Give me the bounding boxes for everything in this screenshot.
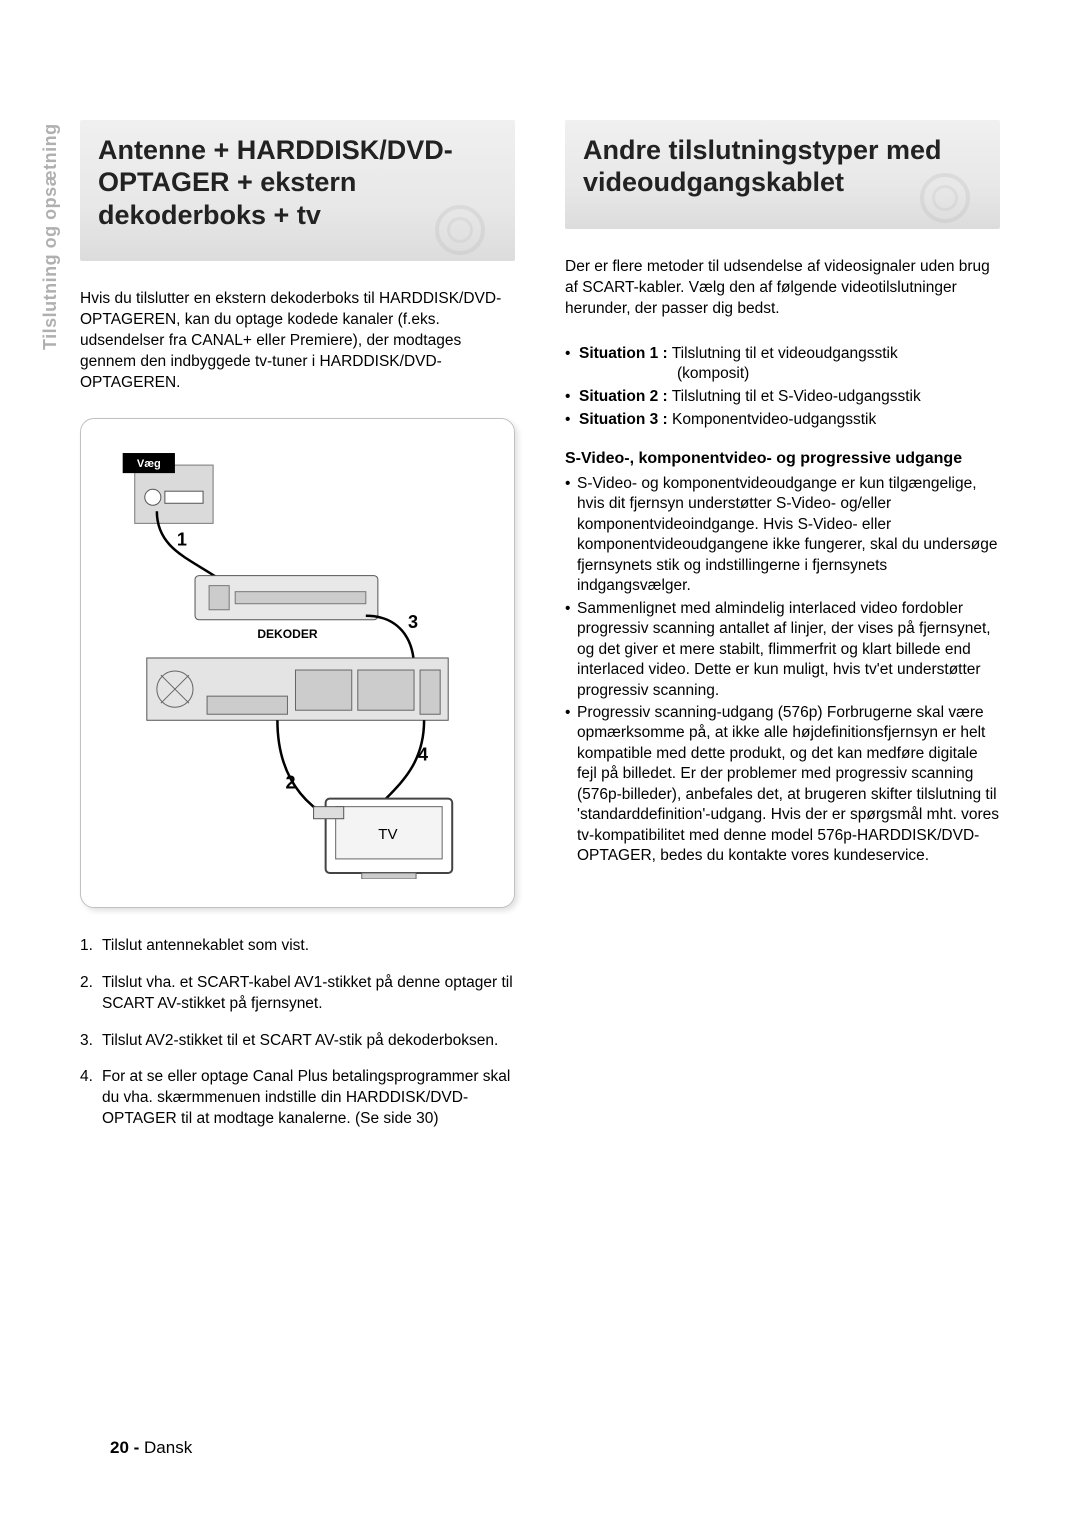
diagram-callout-4: 4: [418, 744, 428, 764]
decorative-circle-icon: [435, 205, 485, 255]
left-column: Antenne + HARDDISK/DVD-OPTAGER + ekstern…: [80, 120, 515, 1146]
left-intro: Hvis du tilslutter en ekstern dekoderbok…: [80, 289, 515, 394]
situation-3: Situation 3 : Komponentvideo-udgangsstik: [565, 410, 1000, 431]
situation-2-label: Situation 2 :: [579, 388, 668, 405]
situation-1-label: Situation 1 :: [579, 345, 668, 362]
steps-list: 1.Tilslut antennekablet som vist. 2.Tils…: [80, 936, 515, 1130]
bullets-list: S-Video- og komponentvideoudgange er kun…: [565, 474, 1000, 867]
bullet-2: Sammenlignet med almindelig interlaced v…: [565, 599, 1000, 701]
diagram-svg: Væg 1 DEKODER 3: [103, 447, 492, 879]
diagram-callout-2: 2: [285, 772, 295, 792]
right-title: Andre tilslutningstyper med videoudgangs…: [565, 120, 1000, 229]
step-1-text: Tilslut antennekablet som vist.: [102, 937, 309, 954]
decorative-circle-icon: [920, 173, 970, 223]
diagram-callout-1: 1: [177, 529, 187, 549]
content-columns: Antenne + HARDDISK/DVD-OPTAGER + ekstern…: [80, 120, 1000, 1146]
step-3: 3.Tilslut AV2-stikket til et SCART AV-st…: [80, 1031, 515, 1052]
sub-heading: S-Video-, komponentvideo- og progressive…: [565, 449, 1000, 470]
diagram-callout-3: 3: [408, 612, 418, 632]
situation-1: Situation 1 : Tilslutning til et videoud…: [565, 344, 1000, 386]
bullet-1: S-Video- og komponentvideoudgange er kun…: [565, 474, 1000, 597]
step-2-text: Tilslut vha. et SCART-kabel AV1-stikket …: [102, 974, 513, 1012]
bullet-3: Progressiv scanning-udgang (576p) Forbru…: [565, 703, 1000, 867]
step-1: 1.Tilslut antennekablet som vist.: [80, 936, 515, 957]
sidebar-section-label: Tilslutning og opsætning: [40, 123, 61, 350]
page-footer: 20 - Dansk: [110, 1438, 192, 1458]
situation-2: Situation 2 : Tilslutning til et S-Video…: [565, 387, 1000, 408]
right-title-text: Andre tilslutningstyper med videoudgangs…: [583, 135, 942, 197]
situation-1-desc: Tilslutning til et videoudgangsstik: [672, 345, 898, 362]
left-title: Antenne + HARDDISK/DVD-OPTAGER + ekstern…: [80, 120, 515, 261]
situation-3-label: Situation 3 :: [579, 411, 668, 428]
step-4: 4.For at se eller optage Canal Plus beta…: [80, 1067, 515, 1130]
left-title-text: Antenne + HARDDISK/DVD-OPTAGER + ekstern…: [98, 135, 453, 230]
situation-1-desc-cont: (komposit): [579, 364, 1000, 385]
right-column: Andre tilslutningstyper med videoudgangs…: [565, 120, 1000, 1146]
situations-list: Situation 1 : Tilslutning til et videoud…: [565, 344, 1000, 432]
diagram-label-wall: Væg: [137, 458, 161, 470]
page-language: Dansk: [144, 1438, 192, 1457]
situation-2-desc: Tilslutning til et S-Video-udgangsstik: [672, 388, 921, 405]
situation-3-desc: Komponentvideo-udgangsstik: [672, 411, 876, 428]
step-4-text: For at se eller optage Canal Plus betali…: [102, 1068, 510, 1127]
diagram-label-decoder: DEKODER: [257, 627, 318, 641]
diagram-label-tv: TV: [378, 826, 397, 843]
page-number: 20 -: [110, 1438, 139, 1457]
connection-diagram: Væg 1 DEKODER 3: [80, 418, 515, 908]
right-intro: Der er flere metoder til udsendelse af v…: [565, 257, 1000, 320]
step-2: 2.Tilslut vha. et SCART-kabel AV1-stikke…: [80, 973, 515, 1015]
page: Tilslutning og opsætning Antenne + HARDD…: [0, 0, 1080, 1516]
step-3-text: Tilslut AV2-stikket til et SCART AV-stik…: [102, 1032, 498, 1049]
